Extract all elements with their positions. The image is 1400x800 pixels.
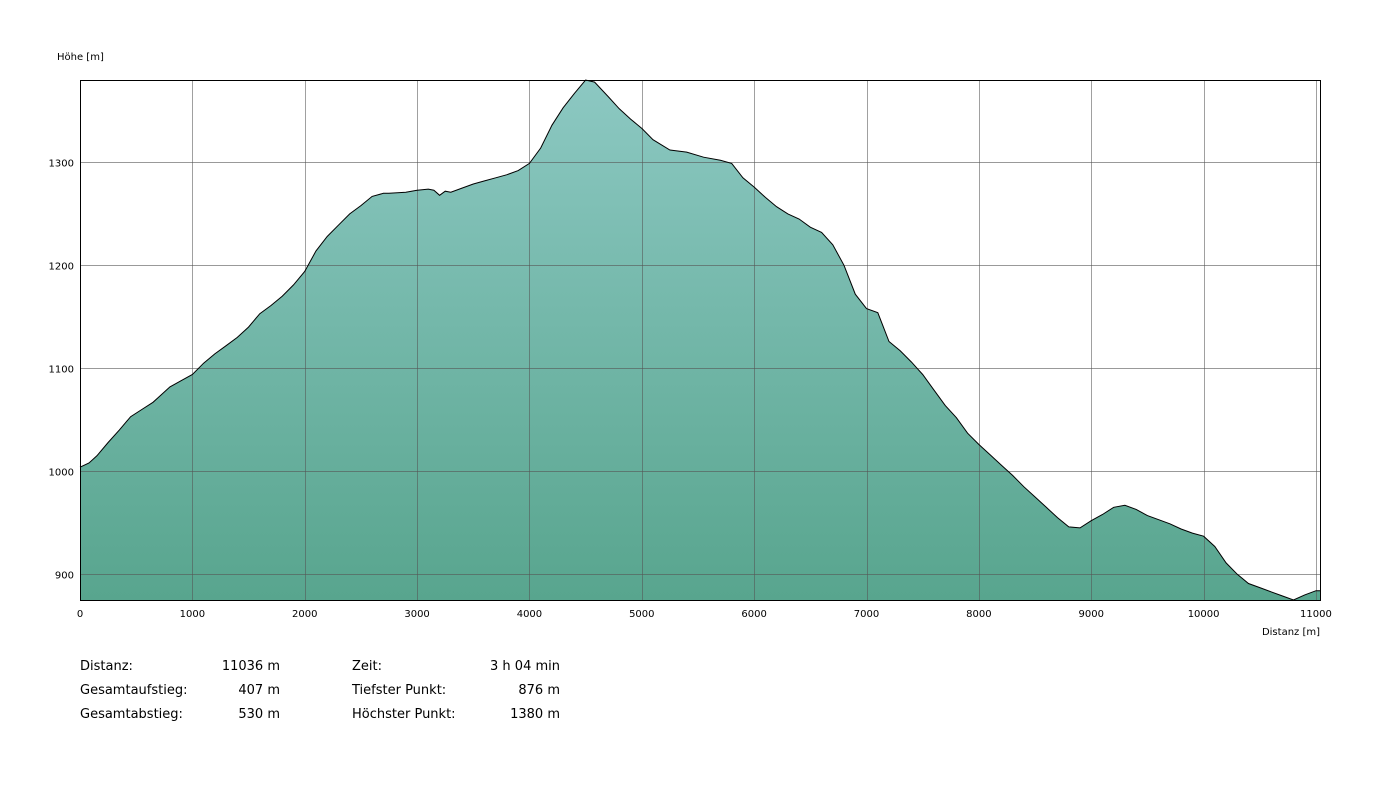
stat-distance-label: Distanz: bbox=[80, 659, 133, 674]
stats-left-column: Distanz: 11036 m Gesamtaufstieg: 407 m G… bbox=[80, 658, 280, 730]
elevation-area-fill bbox=[80, 80, 1320, 600]
x-tick-label: 3000 bbox=[404, 609, 429, 620]
stat-ascent-label: Gesamtaufstieg: bbox=[80, 683, 188, 698]
elevation-line bbox=[79, 79, 1320, 601]
stat-time-label: Zeit: bbox=[352, 659, 382, 674]
elevation-profile-chart: Höhe [m] Distanz [m] 900 1000 1100 1200 1300… bbox=[49, 52, 1332, 638]
x-tick-label: 9000 bbox=[1079, 609, 1104, 620]
stat-time-value: 3 h 04 min bbox=[490, 659, 560, 674]
stat-lowest-value: 876 m bbox=[518, 683, 560, 698]
x-tick-label: 2000 bbox=[292, 609, 317, 620]
y-tick-label: 1100 bbox=[49, 364, 74, 375]
x-axis-label: Distanz [m] bbox=[1262, 627, 1320, 638]
y-axis-label: Höhe [m] bbox=[57, 52, 104, 63]
stat-distance-value: 11036 m bbox=[221, 659, 280, 674]
stat-distance: Distanz: 11036 m bbox=[80, 658, 280, 682]
stat-ascent-value: 407 m bbox=[238, 683, 280, 698]
y-tick-label: 1000 bbox=[49, 467, 74, 478]
y-tick-label: 1300 bbox=[49, 158, 74, 169]
x-tick-label: 5000 bbox=[629, 609, 654, 620]
x-tick-label: 10000 bbox=[1188, 609, 1220, 620]
grid bbox=[80, 80, 1320, 600]
x-tick-label: 1000 bbox=[180, 609, 205, 620]
stat-highest-label: Höchster Punkt: bbox=[352, 707, 456, 722]
y-tick-label: 900 bbox=[55, 570, 74, 581]
stat-lowest: Tiefster Punkt: 876 m bbox=[352, 682, 560, 706]
stat-descent-value: 530 m bbox=[238, 707, 280, 722]
stat-highest-value: 1380 m bbox=[510, 707, 560, 722]
stat-descent: Gesamtabstieg: 530 m bbox=[80, 706, 280, 730]
x-tick-label: 0 bbox=[77, 609, 83, 620]
plot-frame bbox=[80, 80, 1321, 601]
stat-time: Zeit: 3 h 04 min bbox=[352, 658, 560, 682]
x-tick-label: 4000 bbox=[517, 609, 542, 620]
stat-descent-label: Gesamtabstieg: bbox=[80, 707, 183, 722]
elevation-area bbox=[80, 80, 1320, 600]
x-tick-label: 7000 bbox=[854, 609, 879, 620]
elevation-line-layer bbox=[79, 79, 1320, 601]
x-tick-label: 11000 bbox=[1300, 609, 1332, 620]
y-tick-label: 1200 bbox=[49, 261, 74, 272]
x-tick-labels: 0 1000 2000 3000 4000 5000 6000 7000 8000 9000 100… bbox=[77, 609, 1332, 620]
stats-right-column: Zeit: 3 h 04 min Tiefster Punkt: 876 m H… bbox=[352, 658, 560, 730]
stat-ascent: Gesamtaufstieg: 407 m bbox=[80, 682, 280, 706]
y-tick-labels: 900 1000 1100 1200 1300 bbox=[49, 158, 74, 581]
stat-lowest-label: Tiefster Punkt: bbox=[352, 683, 447, 698]
x-tick-label: 8000 bbox=[966, 609, 991, 620]
x-tick-label: 6000 bbox=[741, 609, 766, 620]
stat-highest: Höchster Punkt: 1380 m bbox=[352, 706, 560, 730]
